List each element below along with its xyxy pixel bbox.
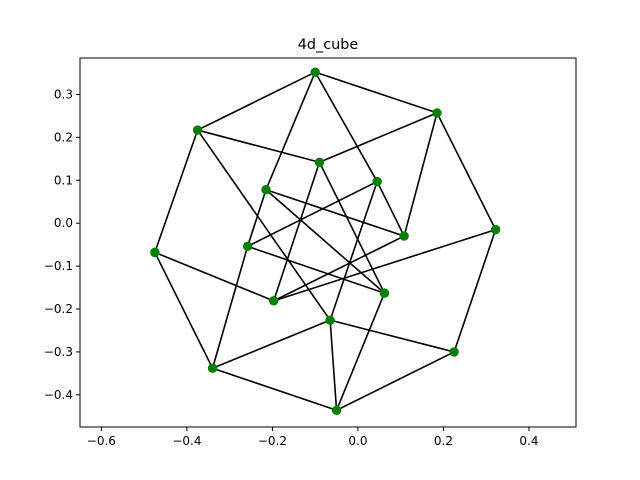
y-tick-label-1: 0.2 [54,130,73,144]
edge-11 [318,161,386,294]
vertex-10 [379,288,390,298]
y-tick-label-3: 0.0 [54,216,73,230]
edge-9 [196,129,331,321]
edge-17 [265,189,385,294]
edge-0 [314,71,438,114]
vertex-14 [207,363,218,373]
vertex-15 [331,405,342,415]
x-tick-label-1: −0.4 [172,434,201,448]
edge-13 [247,180,378,248]
vertex-4 [372,176,382,187]
edge-7 [197,129,320,164]
edge-25 [335,292,386,411]
vertex-0 [310,67,320,77]
x-axis: −0.6 −0.4 −0.2 0.0 0.2 0.4 [87,427,539,448]
edge-10 [272,162,321,302]
vertex-13 [449,347,459,357]
edge-4 [319,112,438,164]
graph-edges [154,71,497,412]
edge-6 [403,112,438,237]
edge-24 [154,251,274,302]
x-tick-label-4: 0.2 [434,434,453,448]
vertex-7 [399,231,409,241]
edge-21 [211,246,249,369]
edge-2 [265,71,316,191]
edge-8 [154,129,199,253]
edge-14 [329,181,378,321]
edge-23 [154,252,214,369]
edge-30 [212,367,337,412]
y-tick-label-7: −0.4 [44,388,73,402]
vertex-3 [314,157,325,167]
edge-16 [265,188,405,237]
y-tick-label-0: 0.3 [54,87,73,101]
y-tick-label-2: 0.1 [54,173,73,187]
y-axis: 0.3 0.2 0.1 0.0 −0.1 −0.2 −0.3 −0.4 [44,87,80,402]
x-tick-label-3: 0.0 [348,434,367,448]
edge-20 [273,235,405,302]
plot-frame [79,57,577,428]
edge-19 [273,228,496,302]
graph-vertices [150,67,501,415]
x-tick-label-0: −0.6 [87,434,116,448]
vertex-12 [325,315,335,325]
vertex-5 [261,185,271,195]
edge-5 [436,112,497,230]
vertex-8 [242,241,253,252]
edge-27 [212,319,331,369]
edge-3 [314,71,378,182]
x-tick-label-2: −0.2 [258,434,287,448]
edge-26 [329,319,455,353]
edge-29 [336,351,455,411]
y-tick-label-6: −0.3 [44,345,73,359]
y-tick-label-5: −0.2 [44,302,73,316]
vertex-2 [192,125,203,135]
x-tick-label-5: 0.4 [519,434,538,448]
chart-title: 4d_cube [298,37,359,53]
vertex-6 [490,224,501,235]
edge-22 [247,245,385,294]
vertex-11 [268,296,279,306]
y-tick-label-4: −0.1 [44,259,73,273]
edge-12 [376,181,405,237]
vertex-1 [432,108,442,118]
vertex-9 [150,247,160,258]
edge-18 [453,229,497,353]
edge-28 [329,320,338,411]
edge-15 [246,189,267,247]
edge-1 [197,71,316,131]
